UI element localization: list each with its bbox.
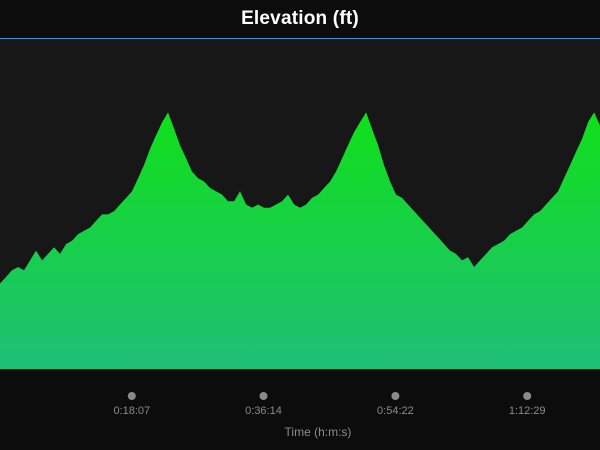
x-tick-marker-2 [391,392,400,400]
x-tick-label-3: 1:12:29 [509,405,546,417]
chart-title: Elevation (ft) [241,8,359,29]
x-tick-label-1: 0:36:14 [245,405,282,417]
chart-header: Elevation (ft) [0,0,600,39]
elevation-area-series-0 [0,112,600,370]
x-tick-marker-1 [259,392,268,400]
x-tick-label-2: 0:54:22 [377,405,414,417]
x-tick-label-0: 0:18:07 [113,405,150,417]
x-tick-marker-0 [127,392,136,400]
x-tick-marker-3 [523,392,532,400]
x-axis-label: Time (h:m:s) [285,425,352,439]
